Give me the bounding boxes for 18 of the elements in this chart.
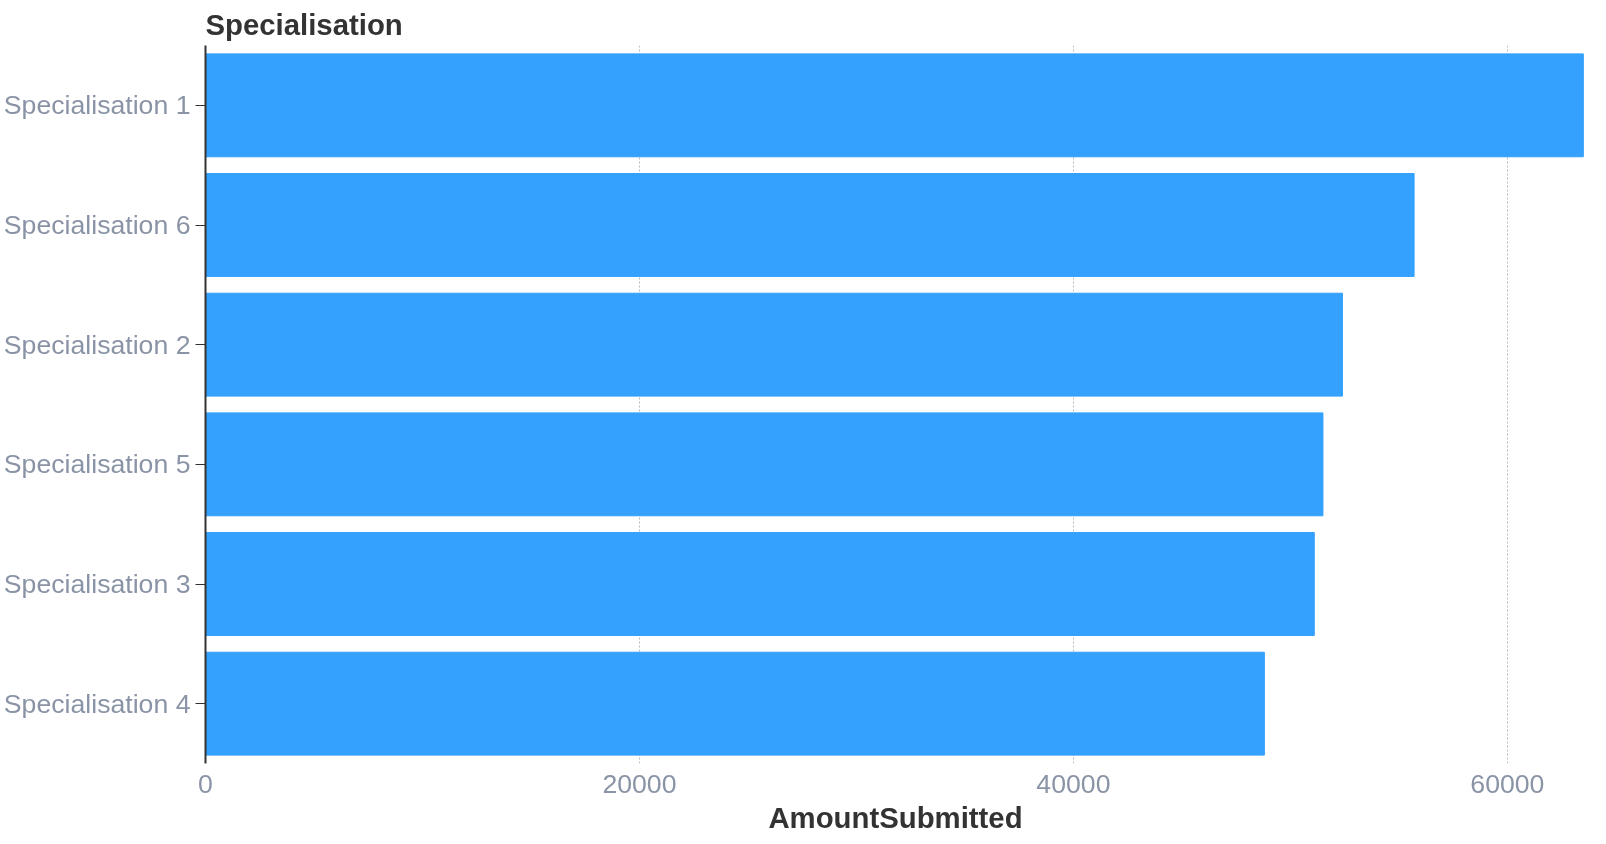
- bar: [205, 651, 1265, 756]
- x-tick-label: 0: [198, 768, 213, 799]
- bar: [205, 292, 1343, 397]
- x-tick-label: 60000: [1470, 768, 1545, 799]
- y-tick-label: Specialisation 5: [3, 449, 191, 480]
- y-axis-title: Specialisation: [205, 7, 403, 41]
- y-tick-label: Specialisation 3: [3, 569, 191, 599]
- y-tick-label: Specialisation 6: [3, 210, 191, 240]
- x-axis-title: AmountSubmitted: [768, 800, 1023, 834]
- x-tick-label: 40000: [1036, 768, 1111, 799]
- x-tick-label: 20000: [602, 768, 677, 799]
- bar: [205, 173, 1415, 277]
- bar: [205, 53, 1584, 158]
- bar: [205, 412, 1324, 517]
- y-tick-label: Specialisation 1: [3, 90, 191, 121]
- y-tick-label: Specialisation 4: [3, 688, 191, 719]
- bar: [205, 532, 1315, 636]
- y-tick-label: Specialisation 2: [3, 329, 191, 360]
